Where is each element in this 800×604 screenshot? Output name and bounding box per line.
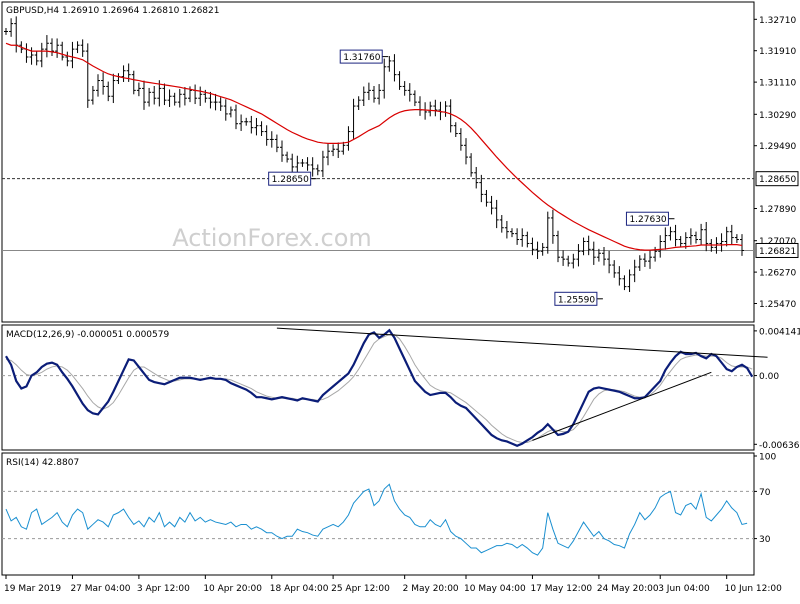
x-tick-label-10: 3 Jun 04:00 [658,584,710,594]
annotation-box-1 [268,171,312,186]
moving-average-line [5,42,743,251]
annotation-label-2: 1.27630 [629,215,666,225]
rsi-line [5,483,748,556]
rsi-tick-label-1: 70 [759,488,771,498]
x-tick-label-11: 10 Jun 12:00 [725,584,782,594]
x-tick-label-3: 10 Apr 20:00 [203,584,262,594]
price-tick-label-10: 1.25470 [759,300,796,310]
price-tick-label-6: 1.27890 [759,205,796,215]
macd-pane-title: MACD(12,26,9) -0.000051 0.000579 [6,330,169,340]
price-tick-label-1: 1.31910 [759,47,796,57]
price-tick-label-2: 1.31110 [759,79,796,89]
annotation-label-0: 1.31760 [343,53,380,63]
annotation-box-2 [625,211,669,226]
level-label-box-0 [755,171,799,187]
price-series-group: 1.28650 1.26821 1.32710 1.31910 1.31110 1.302… [2,16,799,310]
x-tick-label-2: 3 Apr 12:00 [137,584,190,594]
price-pane-title: GBPUSD,H4 1.26910 1.26964 1.26810 1.2682… [6,6,219,16]
macd-tick-label-1: 0.00 [759,372,779,382]
x-tick-label-1: 27 Mar 04:00 [70,584,130,594]
level-label-box-1 [755,242,799,258]
x-tick-label-8: 17 May 12:00 [530,584,592,594]
macd-tick-label-2: -0.006365 [759,441,800,451]
annotation-box-3 [554,291,598,306]
level-label-1: 1.26821 [759,247,796,257]
rsi-tick-label-2: 30 [759,535,771,545]
x-tick-label-9: 24 May 20:00 [597,584,659,594]
price-tick-label-9: 1.26270 [759,269,796,279]
annotation-label-3: 1.25590 [558,295,595,305]
macd-series-group: 0.004141 0.00 -0.006365 [2,327,800,451]
price-tick-label-4: 1.29490 [759,142,796,152]
rsi-series-group: 100 70 30 [2,453,776,556]
time-axis: 19 Mar 2019 27 Mar 04:00 3 Apr 12:00 10 Apr… [4,575,782,594]
price-tick-label-0: 1.32710 [759,16,796,26]
price-tick-label-3: 1.30290 [759,111,796,121]
x-tick-label-0: 19 Mar 2019 [4,584,61,594]
price-pane [1,1,755,323]
annotation-box-0 [339,49,383,64]
rsi-pane-title: RSI(14) 42.8807 [6,458,79,468]
macd-line [5,328,754,447]
macd-trendline-1 [532,371,712,441]
annotation-label-1: 1.28650 [272,175,309,185]
rsi-tick-label-0: 100 [759,453,776,463]
x-tick-label-5: 25 Apr 12:00 [331,584,390,594]
macd-trendline-0 [276,327,768,358]
price-tick-label-7: 1.27070 [759,237,796,247]
x-tick-label-4: 18 Apr 04:00 [270,584,329,594]
macd-tick-label-0: 0.004141 [759,327,800,337]
watermark: ActionForex.com [172,224,372,252]
level-label-0: 1.28650 [759,175,796,185]
macd-pane [1,324,755,451]
rsi-pane [1,452,755,576]
x-tick-label-6: 2 May 20:00 [403,584,459,594]
x-tick-label-7: 10 May 04:00 [464,584,526,594]
